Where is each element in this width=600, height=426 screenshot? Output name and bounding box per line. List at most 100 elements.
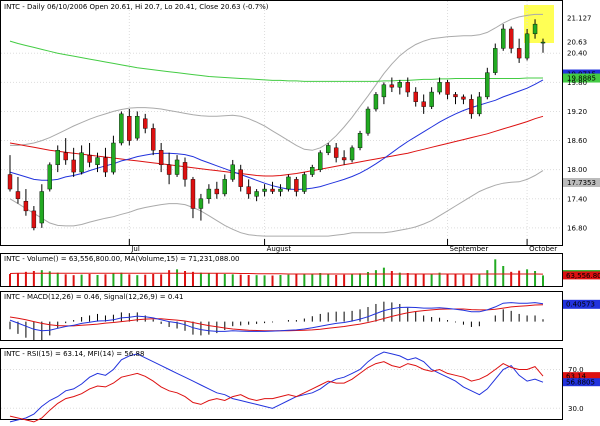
- candle-body: [87, 154, 92, 163]
- candle-body: [135, 116, 140, 139]
- volume-bar: [223, 274, 226, 286]
- candle-body: [39, 191, 45, 224]
- price-tick-label: 18.00: [567, 166, 587, 174]
- volume-bar: [295, 274, 298, 286]
- volume-bar: [311, 273, 314, 286]
- candle-body: [501, 28, 506, 49]
- volume-bar: [414, 274, 417, 286]
- price-tick-label: 16.80: [567, 224, 587, 232]
- candle-body: [508, 28, 514, 49]
- volume-bar: [64, 274, 67, 286]
- volume-bar: [215, 273, 218, 286]
- mfi-label: 56.8805: [566, 379, 595, 387]
- price-title: INTC - Daily 06/10/2006 Open 20.61, Hi 2…: [4, 3, 269, 11]
- volume-bar: [207, 273, 210, 286]
- candle-body: [349, 147, 355, 161]
- candle-body: [524, 33, 530, 59]
- candle-body: [270, 188, 275, 192]
- candle-body: [532, 23, 538, 35]
- price-overlays: [9, 13, 544, 237]
- candle-body: [127, 116, 132, 141]
- volume-bar: [255, 275, 258, 286]
- volume-bar: [454, 274, 457, 286]
- volume-bar: [343, 274, 346, 286]
- price-panel: [0, 0, 563, 246]
- rsi-line: [9, 361, 544, 423]
- price-tick-label: 17.40: [567, 195, 587, 203]
- candle-body: [461, 96, 466, 100]
- volume-bar: [96, 275, 99, 286]
- volume-bar: [263, 275, 266, 286]
- candle-body: [7, 174, 13, 190]
- candle-body: [15, 191, 21, 199]
- candle-body: [55, 150, 60, 166]
- macd-label: 0.40573: [566, 300, 595, 308]
- volume-bar: [470, 274, 473, 286]
- candle-body: [294, 179, 299, 192]
- volume-bar: [374, 270, 377, 286]
- price-tick-label: 18.60: [567, 137, 587, 145]
- rsi-tick-label: 70.0: [568, 366, 584, 374]
- candle-body: [381, 84, 387, 98]
- candles: [7, 19, 546, 231]
- volume-bar: [327, 274, 330, 286]
- candle-body: [31, 210, 37, 229]
- macd-line: [9, 302, 544, 332]
- candle-body: [254, 191, 259, 197]
- date-axis: Jul August September October: [128, 239, 557, 253]
- candle-body: [318, 152, 323, 170]
- candle-body: [453, 94, 458, 98]
- candle-body: [166, 164, 172, 175]
- price-label-box: [563, 178, 600, 188]
- candle-body: [310, 167, 315, 175]
- price-tick-label: 19.80: [567, 79, 587, 87]
- candle-body: [540, 41, 546, 44]
- volume-bar: [120, 272, 123, 286]
- candle-body: [493, 48, 498, 73]
- volume-axis: 71,231.0963,556.80: [563, 270, 600, 280]
- bollinger-upper-line: [10, 13, 543, 151]
- volume-bar: [422, 274, 425, 286]
- candle-body: [95, 157, 100, 166]
- candle-body: [230, 164, 235, 180]
- volume-bar: [382, 267, 385, 286]
- candle-body: [365, 108, 371, 134]
- rsi-label-box: [563, 372, 600, 381]
- price-label: 19.8885: [567, 75, 596, 83]
- macd-label-box: [563, 299, 600, 309]
- candle-body: [111, 142, 116, 173]
- candle-body: [421, 101, 426, 107]
- candle-body: [238, 169, 243, 187]
- price-axis: 21.12720.6320.4019.971519.888519.8019.20…: [563, 13, 600, 232]
- date-tick-label: August: [267, 245, 292, 253]
- volume-bar: [9, 274, 11, 286]
- candle-body: [103, 157, 108, 173]
- candle-body: [516, 48, 522, 59]
- price-tick-label: 20.40: [567, 50, 587, 58]
- volume-bar: [398, 272, 401, 286]
- volume-bar: [152, 274, 155, 286]
- volume-label: 63,556.80: [566, 272, 600, 280]
- volume-bar: [160, 274, 163, 286]
- mfi-label-box: [563, 378, 600, 387]
- candle-body: [150, 128, 156, 151]
- price-grid: [1, 1, 562, 245]
- candle-body: [47, 164, 52, 190]
- volume-bar: [271, 275, 274, 286]
- volume-bar: [303, 274, 306, 286]
- volume-bar: [199, 272, 202, 286]
- volume-bar: [168, 270, 171, 286]
- volume-bar: [231, 274, 234, 286]
- price-label: 21.127: [567, 14, 592, 22]
- volume-bar: [80, 274, 83, 286]
- sma20-line: [9, 79, 544, 191]
- volume-bar: [144, 274, 147, 286]
- candle-body: [119, 113, 124, 144]
- date-tick-label: October: [529, 245, 557, 253]
- macd-panel: [0, 291, 563, 341]
- volume-bar: [526, 269, 529, 286]
- candle-body: [437, 82, 442, 93]
- volume-bar: [502, 266, 505, 286]
- candle-body: [445, 82, 450, 95]
